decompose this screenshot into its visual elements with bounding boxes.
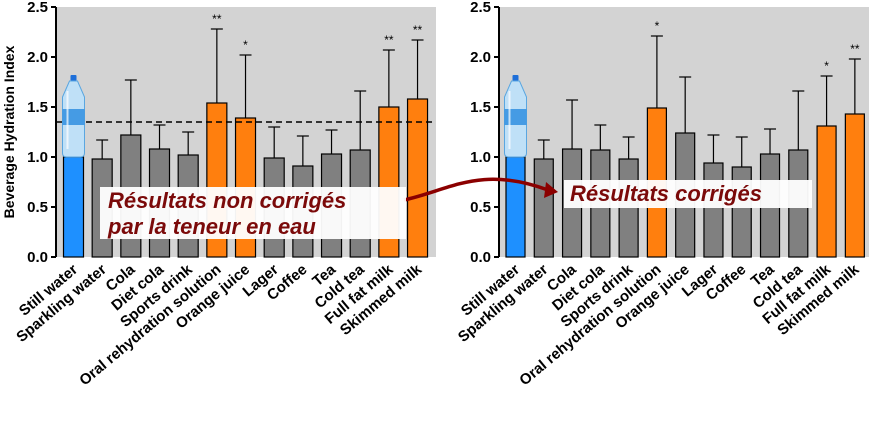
bar	[533, 158, 554, 258]
water-bottle-icon	[62, 75, 85, 158]
y-axis-title: Beverage Hydration Index	[1, 45, 17, 218]
annotation-arrow	[403, 177, 549, 202]
significance-marker: **	[384, 33, 394, 47]
significance-marker: *	[243, 38, 248, 52]
y-tick-label: 1.5	[470, 99, 491, 116]
significance-marker: *	[824, 59, 829, 73]
y-tick-label: 2.5	[470, 0, 491, 16]
significance-marker: *	[655, 19, 660, 33]
y-tick-label: 2.5	[27, 0, 48, 16]
annotation-box-uncorrected	[100, 187, 406, 239]
annotation-uncorrected-line2: par la teneur en eau	[107, 214, 316, 239]
bar	[703, 162, 724, 258]
y-tick-label: 2.0	[470, 49, 491, 66]
y-tick-label: 2.0	[27, 49, 48, 66]
y-tick-label: 0.5	[27, 199, 48, 216]
bar	[62, 156, 85, 258]
annotation-box-corrected	[564, 180, 812, 208]
y-tick-label: 0.0	[470, 249, 491, 266]
annotation-uncorrected-line1: Résultats non corrigés	[108, 188, 346, 213]
water-bottle-icon	[504, 75, 527, 158]
bar	[505, 156, 526, 258]
significance-marker: **	[850, 42, 860, 56]
bar	[844, 113, 865, 258]
bar	[816, 125, 837, 258]
y-tick-label: 0.5	[470, 199, 491, 216]
significance-marker: **	[413, 23, 423, 37]
y-tick-label: 0.0	[27, 249, 48, 266]
y-tick-label: 1.0	[27, 149, 48, 166]
significance-marker: **	[212, 12, 222, 26]
y-tick-label: 1.5	[27, 99, 48, 116]
arrowhead-icon	[544, 182, 558, 198]
annotation-corrected: Résultats corrigés	[570, 181, 762, 206]
y-tick-label: 1.0	[470, 149, 491, 166]
